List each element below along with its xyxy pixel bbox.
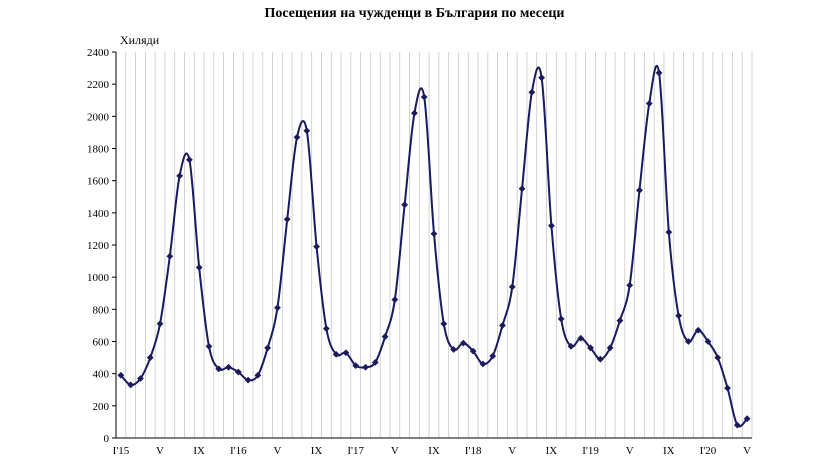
data-point: [322, 325, 330, 333]
x-tick-label: IX: [193, 445, 205, 457]
data-point: [332, 350, 340, 358]
data-point: [508, 283, 516, 291]
x-tick-label: V: [273, 445, 281, 457]
data-point: [176, 172, 183, 180]
x-tick-label: V: [508, 445, 516, 457]
y-tick-label: 2200: [87, 79, 110, 91]
x-tick-label: V: [626, 445, 634, 457]
y-tick-label: 1600: [87, 176, 110, 188]
x-tick-label: IX: [428, 445, 440, 457]
data-point: [391, 296, 399, 304]
data-point: [225, 363, 232, 371]
x-tick-label: V: [743, 445, 751, 457]
data-point: [469, 347, 477, 355]
y-tick-label: 1200: [87, 240, 110, 252]
y-tick-label: 1000: [87, 272, 110, 284]
data-point: [401, 201, 409, 209]
x-tick-label: V: [156, 445, 164, 457]
data-point: [195, 264, 203, 271]
y-tick-label: 200: [93, 401, 110, 413]
x-tick-label: I'18: [465, 445, 482, 457]
data-point: [538, 74, 546, 82]
data-point: [303, 127, 311, 135]
y-tick-labels: 0 200 400 600 800 1000 1200 1400 1600 1800 2000 220…: [87, 47, 116, 445]
y-tick-label: 2000: [87, 111, 110, 123]
x-tick-label: IX: [546, 445, 558, 457]
data-point: [293, 133, 301, 141]
y-tick-label: 400: [93, 369, 110, 381]
vertical-grid: [115, 52, 753, 438]
data-point: [411, 109, 418, 117]
y-tick-label: 800: [93, 304, 110, 316]
data-point: [215, 365, 223, 373]
data-point: [733, 421, 741, 429]
data-point: [264, 344, 272, 352]
x-tick-label: I'19: [582, 445, 599, 457]
data-point: [665, 228, 673, 236]
data-point: [479, 360, 487, 368]
y-tick-label: 1800: [87, 144, 110, 156]
x-tick-label: V: [391, 445, 399, 457]
data-point: [342, 349, 350, 357]
data-point: [185, 156, 193, 164]
data-point: [146, 354, 154, 361]
data-point: [636, 186, 643, 194]
data-point: [518, 185, 526, 193]
y-tick-label: 600: [93, 337, 110, 349]
data-point: [499, 322, 506, 329]
x-tick-label: I'17: [347, 445, 364, 457]
data-point: [724, 384, 731, 392]
x-tick-labels: I'15 V IX I'16 V IX I'17 V IX I'18 V IX I'19 V IX I'20 V: [113, 445, 752, 457]
x-tick-label: I'15: [113, 445, 130, 457]
series-layer: [117, 64, 751, 429]
data-point: [714, 354, 722, 361]
data-point: [675, 312, 683, 320]
data-point: [655, 69, 663, 77]
data-point: [234, 368, 242, 376]
data-point: [459, 339, 467, 347]
data-point: [420, 93, 428, 101]
data-point: [440, 320, 448, 328]
chart-title: Посещения на чужденци в България по месе…: [264, 6, 565, 21]
y-tick-label: 0: [104, 433, 110, 445]
data-point: [313, 243, 320, 251]
data-point: [528, 88, 536, 96]
series-line: [120, 64, 748, 428]
data-point: [645, 100, 653, 107]
data-point: [127, 381, 135, 389]
data-point: [606, 344, 614, 352]
y-axis-unit-label: Хиляди: [120, 33, 160, 47]
data-point: [274, 304, 281, 312]
data-point: [548, 222, 555, 230]
data-point: [156, 320, 164, 328]
data-point: [381, 333, 389, 341]
data-point: [205, 342, 213, 350]
y-tick-label: 2400: [87, 47, 110, 59]
data-point: [567, 342, 575, 350]
x-tick-label: IX: [663, 445, 675, 457]
data-point: [283, 215, 291, 223]
data-point: [626, 281, 634, 289]
x-tick-label: I'20: [700, 445, 717, 457]
data-point: [616, 317, 624, 324]
x-tick-label: IX: [311, 445, 323, 457]
data-point: [430, 230, 438, 238]
data-point: [166, 252, 174, 260]
data-point: [362, 363, 369, 371]
x-tick-label: I'16: [230, 445, 247, 457]
data-point: [557, 315, 565, 323]
data-point: [587, 344, 594, 352]
y-tick-label: 1400: [87, 208, 110, 220]
